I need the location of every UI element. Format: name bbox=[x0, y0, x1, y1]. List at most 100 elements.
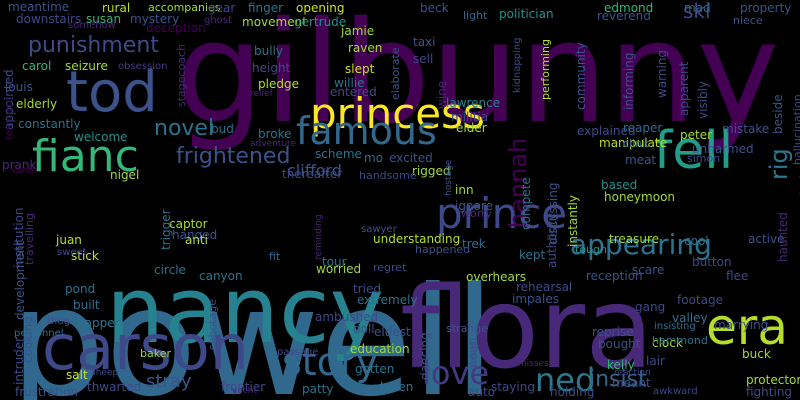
cloud-word: slept bbox=[345, 62, 375, 76]
cloud-word: deception bbox=[146, 21, 206, 35]
cloud-word: nigel bbox=[110, 168, 140, 182]
cloud-word: constantly bbox=[18, 117, 81, 131]
cloud-word: extremely bbox=[357, 293, 418, 307]
cloud-word: property bbox=[740, 1, 792, 15]
cloud-word: anti bbox=[185, 233, 208, 247]
cloud-word: gertrude bbox=[294, 15, 347, 29]
cloud-word: holding bbox=[550, 385, 595, 399]
cloud-word: kidnapping bbox=[512, 37, 523, 93]
cloud-word: trigger bbox=[159, 209, 173, 250]
cloud-word: compete bbox=[519, 177, 533, 230]
cloud-word: relief bbox=[250, 89, 273, 99]
cloud-word: rural bbox=[102, 1, 131, 15]
cloud-word: handsome bbox=[359, 169, 417, 182]
cloud-word: taxi bbox=[413, 35, 436, 49]
cloud-word: scare bbox=[632, 263, 665, 277]
cloud-word: button bbox=[692, 255, 732, 269]
cloud-word: louis bbox=[5, 80, 33, 94]
cloud-word: travelling bbox=[23, 213, 36, 265]
cloud-word: novel bbox=[154, 116, 215, 141]
cloud-word: kept bbox=[519, 248, 546, 262]
cloud-word: bought bbox=[598, 337, 641, 351]
cloud-word: hostage bbox=[444, 159, 454, 196]
cloud-word: resource bbox=[4, 96, 15, 140]
cloud-word: lawrence bbox=[446, 96, 501, 110]
cloud-word: carol bbox=[22, 59, 52, 73]
cloud-word: cooking bbox=[21, 316, 35, 363]
cloud-word: frontier bbox=[221, 380, 266, 394]
cloud-word: instantly bbox=[566, 195, 580, 247]
cloud-word: flee bbox=[726, 269, 749, 283]
cloud-word: jamie bbox=[341, 24, 375, 38]
cloud-word: flora bbox=[400, 264, 654, 394]
cloud-word: opening bbox=[296, 1, 345, 15]
cloud-word: famous bbox=[296, 109, 437, 153]
cloud-word: treasure bbox=[609, 232, 660, 246]
cloud-word: yacht bbox=[232, 386, 258, 396]
cloud-word: gilbunny bbox=[175, 0, 780, 155]
cloud-word: nancy bbox=[106, 257, 385, 364]
cloud-word: militia bbox=[451, 110, 489, 124]
cloud-word: gear bbox=[208, 1, 236, 15]
cloud-word: fell bbox=[654, 121, 734, 181]
cloud-word: sabotage bbox=[206, 299, 219, 350]
cloud-word: auto bbox=[468, 385, 496, 399]
cloud-word: captor bbox=[169, 217, 208, 231]
cloud-word: hanged bbox=[172, 228, 218, 242]
cloud-word: elderly bbox=[16, 97, 58, 111]
cloud-word: eldest bbox=[374, 325, 411, 339]
cloud-word: manipulate bbox=[599, 136, 667, 150]
cloud-word: buck bbox=[742, 347, 771, 361]
cloud-word: sheep bbox=[91, 368, 119, 378]
cloud-word: reaper bbox=[623, 121, 663, 135]
cloud-word: helen bbox=[380, 380, 414, 394]
cloud-word: fit bbox=[269, 250, 281, 263]
cloud-word: explained bbox=[577, 124, 636, 138]
cloud-word: adventure bbox=[250, 139, 297, 149]
cloud-word: era bbox=[706, 298, 788, 356]
cloud-word: fianc bbox=[32, 131, 139, 182]
cloud-word: protector bbox=[746, 373, 800, 387]
cloud-word: punishment bbox=[28, 33, 159, 58]
cloud-word: insisting bbox=[654, 321, 696, 332]
cloud-word: cool bbox=[684, 234, 709, 248]
cloud-word: pledge bbox=[258, 77, 299, 91]
cloud-word: meantime bbox=[8, 0, 70, 14]
cloud-word: gotten bbox=[355, 362, 395, 376]
cloud-word: thereafter bbox=[282, 167, 343, 181]
cloud-word: clifford bbox=[287, 161, 342, 180]
cloud-word: scheme bbox=[315, 147, 362, 161]
cloud-word: hallucination bbox=[791, 94, 800, 165]
cloud-word: mad bbox=[684, 1, 711, 15]
cloud-word: somehow bbox=[68, 20, 116, 31]
cloud-word: clinic bbox=[623, 137, 652, 150]
cloud-word: kelly bbox=[607, 358, 635, 372]
cloud-word: simon bbox=[687, 152, 721, 165]
cloud-word: apparent bbox=[677, 61, 691, 116]
cloud-word: visibly bbox=[696, 80, 710, 119]
cloud-word: wine bbox=[435, 80, 449, 109]
cloud-word: pond bbox=[65, 282, 96, 296]
cloud-word: niece bbox=[733, 14, 763, 27]
cloud-word: bully bbox=[254, 44, 283, 58]
cloud-word: sweet bbox=[57, 247, 87, 258]
cloud-word: willie bbox=[334, 76, 365, 90]
cloud-word: performing bbox=[539, 39, 552, 100]
cloud-word: strange bbox=[446, 322, 489, 335]
cloud-word: inn bbox=[455, 183, 474, 197]
cloud-word: stray bbox=[146, 371, 192, 392]
cloud-word: sawyer bbox=[361, 224, 397, 235]
cloud-word: hammond bbox=[652, 334, 708, 347]
cloud-word: prank bbox=[2, 158, 37, 172]
cloud-word: rehearsal bbox=[516, 280, 573, 294]
cloud-word: elder bbox=[456, 121, 487, 135]
cloud-word: canyon bbox=[199, 269, 243, 283]
cloud-word: gerald bbox=[469, 341, 479, 370]
cloud-word: rig bbox=[765, 148, 793, 180]
cloud-word: peter bbox=[680, 128, 713, 142]
cloud-word: informing bbox=[622, 52, 636, 110]
cloud-word: worried bbox=[316, 262, 362, 276]
cloud-word: unharmed bbox=[692, 142, 754, 156]
cloud-word: obsession bbox=[118, 61, 168, 72]
cloud-word: movement bbox=[242, 15, 307, 29]
